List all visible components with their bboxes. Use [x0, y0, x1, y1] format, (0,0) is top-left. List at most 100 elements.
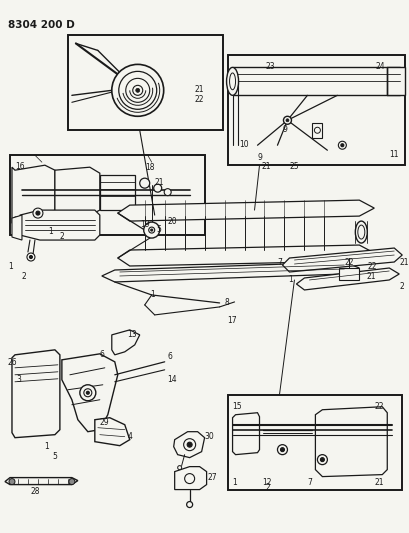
Text: 28: 28: [30, 487, 40, 496]
Circle shape: [135, 88, 139, 92]
Polygon shape: [112, 330, 139, 355]
Circle shape: [69, 479, 75, 484]
Text: 21: 21: [373, 478, 383, 487]
Polygon shape: [174, 466, 206, 490]
Polygon shape: [55, 167, 99, 215]
Text: 26: 26: [8, 358, 18, 367]
Polygon shape: [117, 200, 373, 221]
Text: 21: 21: [154, 178, 164, 187]
Text: 17: 17: [227, 316, 237, 325]
Circle shape: [126, 78, 149, 102]
Ellipse shape: [226, 67, 238, 95]
Text: 1: 1: [288, 275, 292, 284]
Text: 18: 18: [144, 163, 154, 172]
Polygon shape: [94, 418, 129, 446]
Text: 22: 22: [344, 258, 353, 267]
Text: 20: 20: [167, 217, 177, 226]
Text: 6: 6: [167, 352, 172, 361]
Text: 9: 9: [257, 153, 262, 162]
Circle shape: [277, 445, 287, 455]
Text: 2: 2: [265, 482, 269, 491]
Text: 21: 21: [261, 162, 270, 171]
Circle shape: [86, 391, 89, 394]
Circle shape: [187, 442, 192, 447]
Text: 23: 23: [265, 62, 274, 71]
Text: 5: 5: [156, 225, 161, 234]
Circle shape: [144, 222, 160, 238]
Text: 22: 22: [194, 95, 204, 104]
Text: 13: 13: [126, 330, 136, 339]
Text: 30: 30: [204, 432, 214, 441]
Text: 4: 4: [128, 432, 132, 441]
Polygon shape: [173, 432, 204, 458]
Text: 2: 2: [398, 282, 403, 291]
Polygon shape: [232, 413, 259, 455]
Text: 21: 21: [194, 85, 204, 94]
Circle shape: [139, 178, 149, 188]
Bar: [99, 175, 135, 210]
Text: 22: 22: [366, 262, 376, 271]
Circle shape: [184, 474, 194, 483]
Circle shape: [80, 385, 96, 401]
Text: 9: 9: [282, 125, 287, 134]
Text: 1: 1: [8, 262, 13, 271]
Polygon shape: [12, 350, 60, 438]
Text: 2: 2: [60, 232, 65, 241]
Text: 15: 15: [232, 402, 242, 411]
Circle shape: [314, 127, 319, 133]
Circle shape: [83, 389, 92, 397]
Polygon shape: [5, 478, 78, 484]
Text: 1: 1: [48, 227, 52, 236]
Circle shape: [337, 141, 346, 149]
Text: 19: 19: [139, 220, 149, 229]
Circle shape: [340, 144, 343, 147]
Polygon shape: [12, 165, 55, 223]
Circle shape: [317, 455, 326, 465]
Polygon shape: [62, 354, 117, 432]
Bar: [227, 395, 401, 490]
Text: 8: 8: [224, 298, 229, 307]
Ellipse shape: [357, 225, 364, 239]
Polygon shape: [315, 407, 387, 477]
Circle shape: [133, 85, 142, 95]
Bar: [232, 67, 399, 95]
Polygon shape: [20, 210, 99, 240]
Circle shape: [36, 211, 40, 215]
Circle shape: [33, 208, 43, 218]
Ellipse shape: [229, 73, 235, 90]
Text: 22: 22: [373, 402, 383, 411]
Text: 3: 3: [16, 375, 21, 384]
Circle shape: [164, 189, 171, 196]
Circle shape: [148, 227, 154, 233]
Text: 27: 27: [207, 473, 217, 482]
Circle shape: [112, 64, 163, 116]
Circle shape: [283, 116, 291, 124]
Text: 5: 5: [52, 451, 56, 461]
Circle shape: [153, 184, 161, 192]
Circle shape: [29, 255, 32, 259]
Text: 24: 24: [374, 62, 384, 71]
Circle shape: [151, 229, 152, 231]
Ellipse shape: [355, 221, 366, 243]
Circle shape: [9, 479, 15, 484]
Bar: [10, 155, 204, 235]
Bar: [68, 35, 222, 130]
Circle shape: [177, 466, 181, 470]
Circle shape: [183, 439, 195, 450]
Polygon shape: [12, 215, 22, 240]
Text: 25: 25: [289, 162, 298, 171]
Text: 11: 11: [388, 150, 398, 159]
Circle shape: [27, 253, 35, 261]
Bar: [387, 67, 404, 95]
Polygon shape: [296, 268, 398, 290]
Text: 10: 10: [239, 140, 249, 149]
Text: 21: 21: [365, 272, 375, 281]
Text: 16: 16: [15, 162, 25, 171]
Text: 1: 1: [232, 478, 237, 487]
Text: 8304 200 D: 8304 200 D: [8, 20, 74, 30]
Bar: [227, 55, 404, 165]
Circle shape: [119, 71, 156, 109]
Text: 7: 7: [307, 478, 312, 487]
Circle shape: [319, 458, 324, 462]
Bar: [339, 268, 358, 280]
